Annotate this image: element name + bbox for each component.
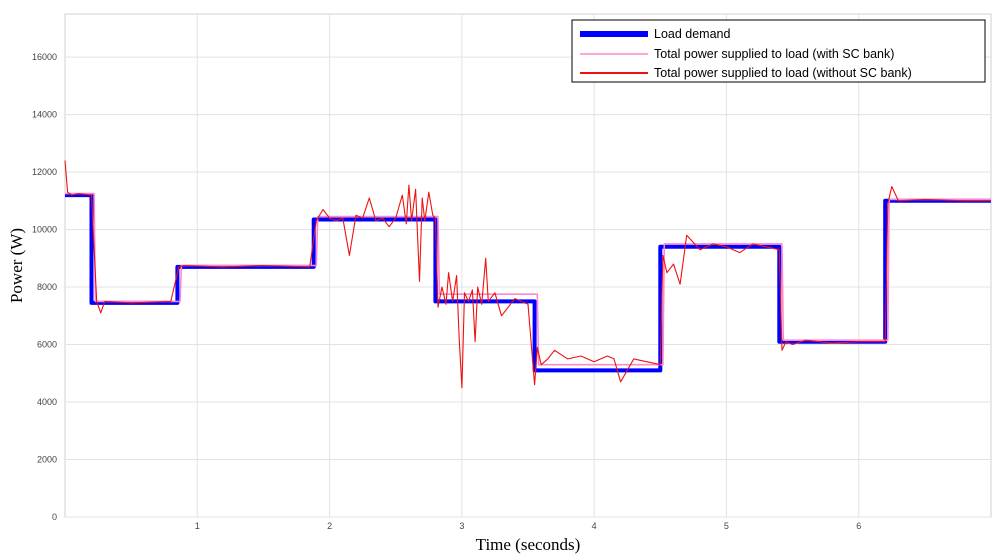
y-tick-label: 10000 xyxy=(32,225,57,235)
y-tick-labels: 0 2000 4000 6000 8000 10000 12000 14000 16000 xyxy=(32,52,57,522)
y-tick-label: 16000 xyxy=(32,52,57,62)
y-tick-label: 14000 xyxy=(32,110,57,120)
legend-label-without-sc: Total power supplied to load (without SC… xyxy=(654,66,912,80)
x-tick-label: 6 xyxy=(856,521,861,531)
y-tick-label: 8000 xyxy=(37,282,57,292)
series-line-load-demand xyxy=(65,193,991,373)
x-tick-label: 4 xyxy=(592,521,597,531)
series-line-without-sc xyxy=(64,160,991,389)
legend: Load demand Total power supplied to load… xyxy=(571,19,986,83)
y-tick-label: 12000 xyxy=(32,167,57,177)
y-tick-label: 4000 xyxy=(37,397,57,407)
y-tick-label: 6000 xyxy=(37,340,57,350)
x-tick-label: 3 xyxy=(459,521,464,531)
y-tick-label: 2000 xyxy=(37,455,57,465)
legend-box xyxy=(571,19,986,83)
x-tick-labels: 1 2 3 4 5 6 xyxy=(195,521,861,531)
y-tick-label: 0 xyxy=(52,512,57,522)
x-tick-label: 1 xyxy=(195,521,200,531)
series-lines xyxy=(64,160,991,389)
x-tick-label: 2 xyxy=(327,521,332,531)
y-axis-label: Power (W) xyxy=(7,228,26,303)
grid-lines xyxy=(65,14,991,518)
x-axis-label: Time (seconds) xyxy=(476,535,581,554)
legend-label-load-demand: Load demand xyxy=(654,27,731,41)
x-tick-label: 5 xyxy=(724,521,729,531)
legend-label-with-sc: Total power supplied to load (with SC ba… xyxy=(654,47,894,61)
